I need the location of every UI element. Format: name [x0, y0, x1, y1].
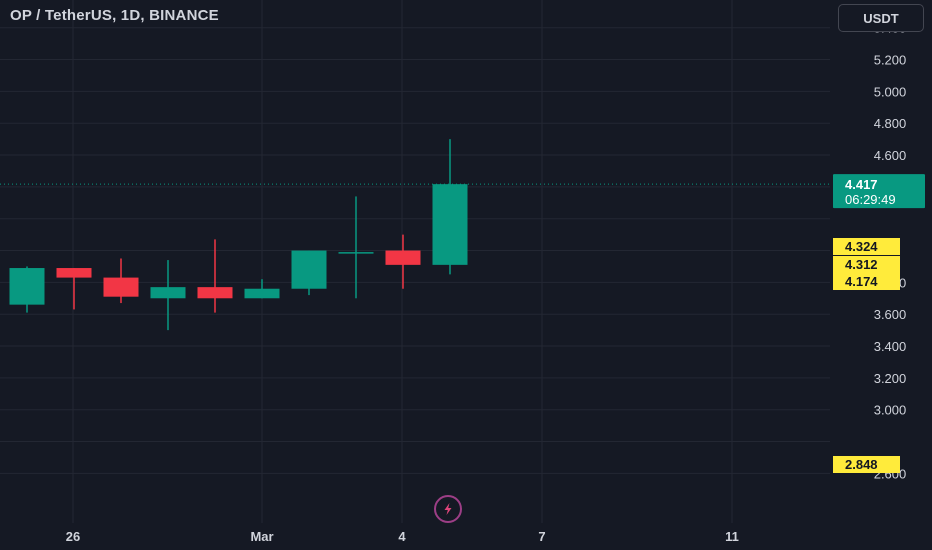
price-label: 4.312 — [845, 257, 878, 272]
symbol-title[interactable]: OP / TetherUS, 1D, BINANCE — [10, 7, 219, 24]
current-price-label-bg — [833, 174, 925, 209]
candle-body — [291, 250, 327, 289]
y-tick-label: 5.000 — [874, 84, 907, 99]
candle-body — [197, 287, 233, 299]
candle-body — [338, 252, 374, 254]
current-price-countdown: 06:29:49 — [845, 192, 896, 207]
y-tick-label: 3.000 — [874, 403, 907, 418]
current-price-value: 4.417 — [845, 177, 878, 192]
x-tick-label: Mar — [250, 529, 273, 544]
currency-button[interactable]: USDT — [838, 4, 924, 32]
y-tick-label: 4.600 — [874, 148, 907, 163]
y-tick-label: 3.200 — [874, 371, 907, 386]
price-label-bg — [833, 273, 900, 290]
y-tick-label: 4.800 — [874, 116, 907, 131]
y-tick-label: 5.200 — [874, 53, 907, 68]
candle-body — [56, 268, 92, 278]
candles — [9, 139, 468, 331]
y-tick-label: 3.600 — [874, 307, 907, 322]
price-label-bg — [833, 456, 900, 473]
candle-body — [385, 250, 421, 265]
price-label-bg — [833, 238, 900, 255]
candle-body — [244, 288, 280, 299]
lightning-button[interactable] — [434, 495, 462, 523]
candle-body — [103, 277, 139, 297]
candle-body — [432, 184, 468, 265]
lightning-icon — [444, 503, 452, 515]
candle-body — [9, 268, 45, 305]
y-tick-label: 3.400 — [874, 339, 907, 354]
x-tick-label: 11 — [725, 529, 739, 544]
x-tick-label: 7 — [538, 529, 545, 544]
x-tick-label: 4 — [398, 529, 406, 544]
price-label: 2.848 — [845, 457, 878, 472]
time-axis: 26 Mar 4 7 11 — [66, 529, 739, 544]
price-label: 4.324 — [845, 239, 878, 254]
price-label-bg — [833, 256, 900, 273]
candle-body — [150, 287, 186, 299]
price-label: 4.174 — [845, 274, 878, 289]
x-tick-label: 26 — [66, 529, 80, 544]
